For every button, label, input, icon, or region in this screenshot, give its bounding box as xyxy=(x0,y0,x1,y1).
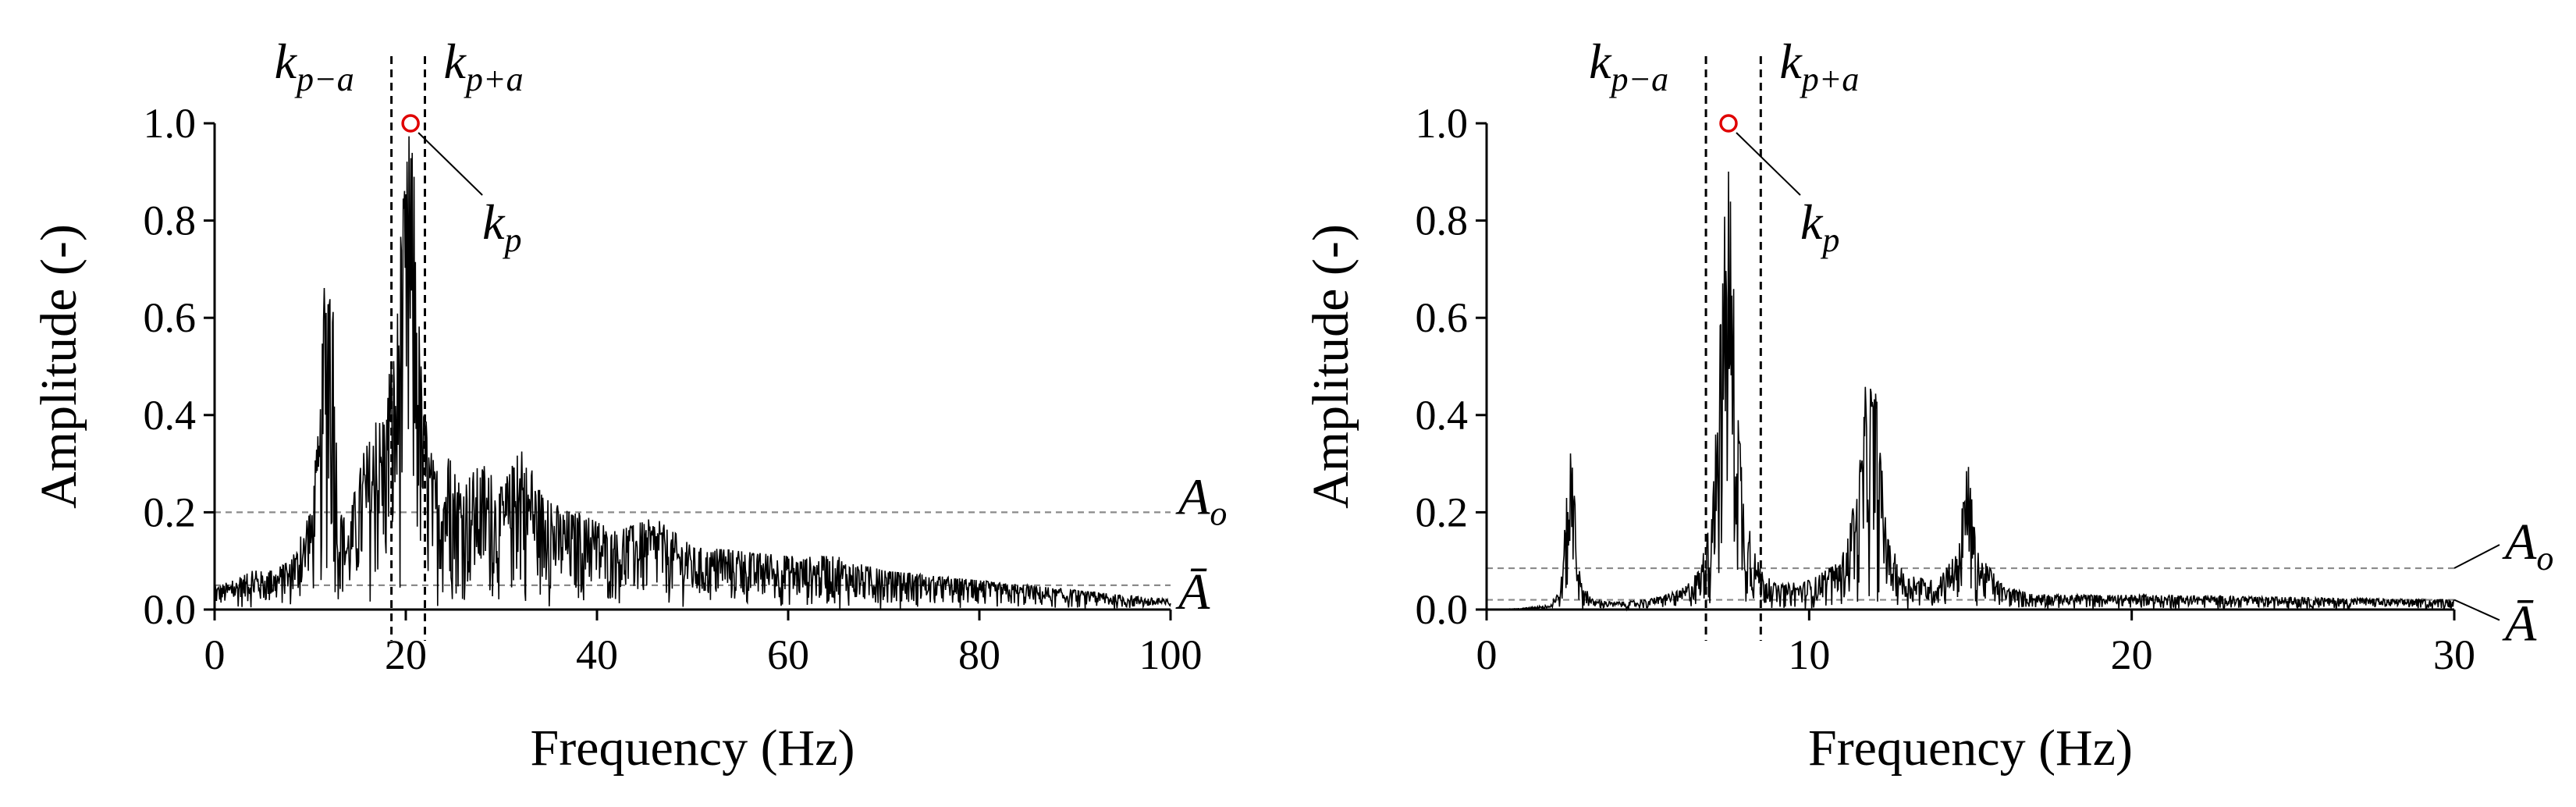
right-spectrum-trace xyxy=(1487,171,2455,612)
left-window-upper-label: kp+a xyxy=(444,34,524,98)
right-x-ticks: 0 10 20 30 xyxy=(1476,610,2475,678)
right-peak-leader-line xyxy=(1736,132,1801,196)
right-y-tick-label: 0.2 xyxy=(1416,489,1469,535)
left-x-tick-label: 60 xyxy=(767,631,809,678)
left-peak-leader-line xyxy=(417,132,483,196)
left-y-tick-label: 1.0 xyxy=(144,100,197,147)
right-window-lower-subscript: p−a xyxy=(1608,60,1668,98)
right-y-ticks: 0.0 0.2 0.4 0.6 0.8 1.0 xyxy=(1416,100,1487,633)
right-x-tick-label: 10 xyxy=(1788,631,1830,678)
left-peak-label: kp xyxy=(482,194,521,259)
left-window-lower-label: kp−a xyxy=(275,34,354,98)
right-mean-leader xyxy=(2453,599,2500,621)
right-peak-marker xyxy=(1719,114,1738,133)
right-window-lower-label: kp−a xyxy=(1589,34,1668,98)
left-x-ticks: 0 20 40 60 80 100 xyxy=(204,610,1203,678)
left-window-upper-subscript: p+a xyxy=(464,60,524,98)
right-y-axis-label: Amplitude (-) xyxy=(1302,224,1359,509)
left-y-ticks: 0.0 0.2 0.4 0.6 0.8 1.0 xyxy=(144,100,215,633)
left-x-tick-label: 40 xyxy=(576,631,618,678)
left-threshold-subscript: o xyxy=(1210,494,1227,532)
left-y-tick-label: 0.2 xyxy=(144,489,197,535)
right-x-tick-label: 30 xyxy=(2433,631,2475,678)
right-threshold-letter: A xyxy=(2502,514,2537,571)
left-x-tick-label: 0 xyxy=(204,631,226,678)
right-x-tick-label: 0 xyxy=(1476,631,1498,678)
left-x-tick-label: 100 xyxy=(1139,631,1203,678)
left-y-axis-label: Amplitude (-) xyxy=(30,224,87,509)
left-mean-letter: Ā xyxy=(1175,563,1210,620)
left-peak-letter: k xyxy=(482,194,506,250)
right-peak-label: kp xyxy=(1800,194,1839,259)
right-y-tick-label: 0.6 xyxy=(1416,294,1469,341)
left-peak-subscript: p xyxy=(503,221,522,259)
right-threshold-leader xyxy=(2453,544,2500,569)
right-spectrum-marks xyxy=(1487,56,2500,641)
left-y-tick-label: 0.0 xyxy=(144,586,197,633)
right-x-tick-label: 20 xyxy=(2111,631,2153,678)
left-x-tick-label: 20 xyxy=(385,631,427,678)
right-mean-label: Ā xyxy=(2502,595,2537,652)
left-spectrum-trace xyxy=(214,136,1171,610)
right-window-lower-letter: k xyxy=(1589,34,1612,89)
left-window-lower-subscript: p−a xyxy=(294,60,354,98)
right-y-tick-label: 0.0 xyxy=(1416,586,1469,633)
right-y-tick-label: 1.0 xyxy=(1416,100,1469,147)
right-threshold-label: Ao xyxy=(2502,514,2553,578)
right-x-axis-label: Frequency (Hz) xyxy=(1808,720,2133,777)
left-peak-marker xyxy=(401,114,420,133)
left-spectrum-panel: 0 20 40 60 80 100 0.0 0.2 0.4 0.6 0.8 1.0 Frequenc… xyxy=(30,34,1227,777)
left-x-tick-label: 80 xyxy=(958,631,1000,678)
left-x-axis-label: Frequency (Hz) xyxy=(531,720,855,777)
left-y-tick-label: 0.8 xyxy=(144,197,197,244)
left-y-tick-label: 0.6 xyxy=(144,294,197,341)
right-window-upper-label: kp+a xyxy=(1779,34,1859,98)
right-spectrum-panel: 0 10 20 30 0.0 0.2 0.4 0.6 0.8 1.0 Frequency (Hz… xyxy=(1302,34,2553,777)
right-window-upper-letter: k xyxy=(1779,34,1803,89)
right-peak-letter: k xyxy=(1800,194,1824,250)
left-window-lower-letter: k xyxy=(275,34,298,89)
right-y-tick-label: 0.8 xyxy=(1416,197,1469,244)
right-threshold-subscript: o xyxy=(2536,539,2553,578)
left-mean-label: Ā xyxy=(1175,563,1210,620)
left-spectrum-marks xyxy=(214,56,1171,641)
right-window-upper-subscript: p+a xyxy=(1800,60,1860,98)
right-y-tick-label: 0.4 xyxy=(1416,392,1469,439)
left-window-upper-letter: k xyxy=(444,34,467,89)
left-y-tick-label: 0.4 xyxy=(144,392,197,439)
left-threshold-label: Ao xyxy=(1175,468,1227,532)
left-threshold-letter: A xyxy=(1175,468,1210,525)
right-peak-subscript: p xyxy=(1820,221,1839,259)
right-mean-letter: Ā xyxy=(2502,595,2537,652)
